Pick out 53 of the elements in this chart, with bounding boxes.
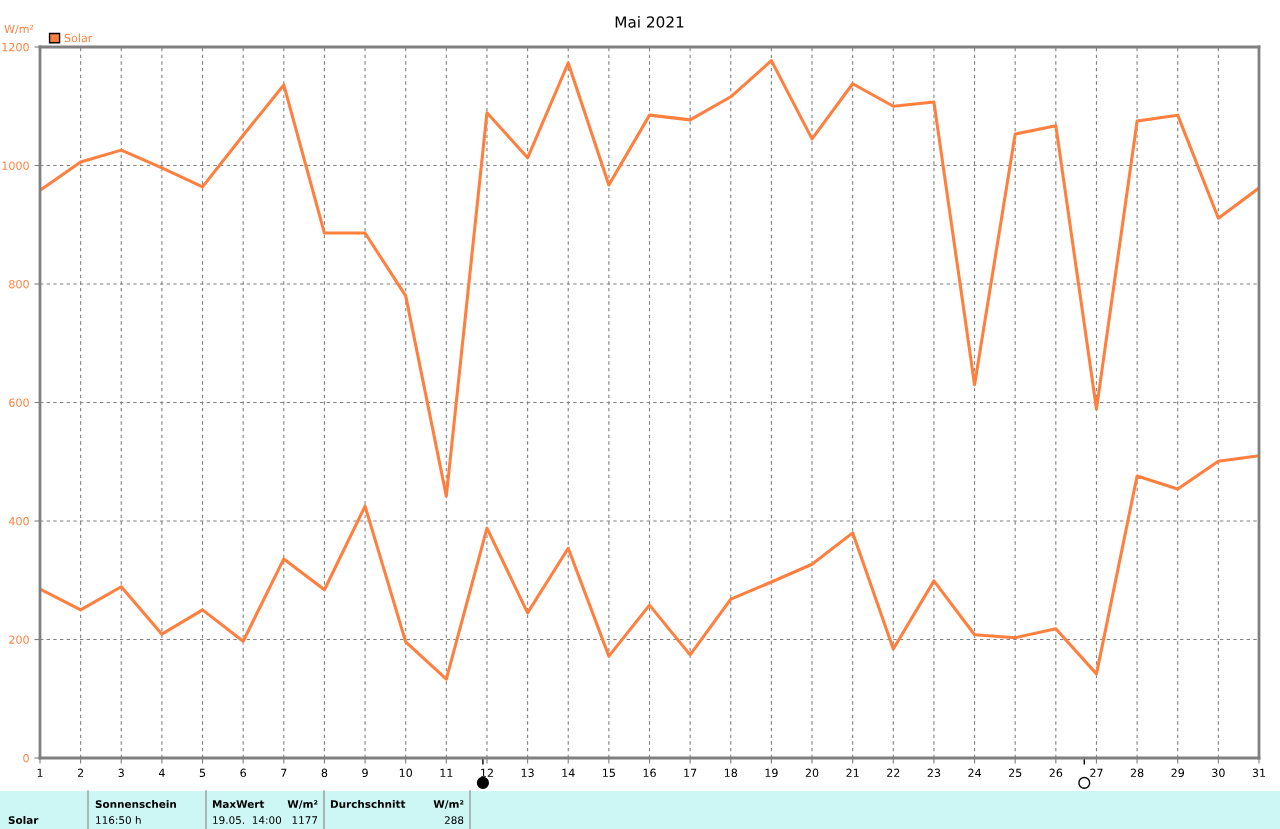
text: 288 (444, 816, 464, 825)
x-tick-label: 22 (887, 768, 900, 777)
x-tick-label: 12 (481, 768, 493, 777)
text: Durchschnitt (330, 799, 406, 809)
x-tick-label: 3 (118, 768, 124, 778)
x-tick-label: 9 (362, 768, 368, 778)
text: 1177 (292, 816, 318, 824)
line-series (40, 59, 1259, 498)
text: Sonnenschein (95, 799, 176, 809)
y-tick-label: 0 (23, 753, 29, 763)
x-tick-label: 11 (440, 768, 453, 777)
x-tick-label: 20 (805, 768, 819, 778)
x-tick-label: 29 (1171, 768, 1185, 778)
x-tick-label: 7 (281, 768, 287, 777)
legend-label: Solar (64, 33, 93, 43)
text: Solar (8, 815, 39, 825)
y-tick-label: 200 (9, 635, 29, 644)
x-tick-label: 21 (846, 768, 859, 777)
x-tick-label: 6 (240, 768, 246, 778)
x-tick-label: 23 (927, 768, 941, 778)
x-tick-label: 26 (1049, 768, 1063, 778)
x-tick-label: 14 (562, 768, 575, 777)
y-tick-label: 400 (8, 516, 29, 526)
y-tick-label: 1000 (2, 161, 29, 170)
x-tick-label: 17 (684, 768, 697, 777)
text: 19.05. 14:00 (213, 816, 282, 825)
x-tick-label: 4 (158, 768, 165, 777)
text: W/m² (287, 800, 318, 809)
x-tick-label: 13 (521, 768, 534, 778)
x-tick-label: 18 (724, 768, 738, 778)
y-axis-title: W/m² (4, 24, 34, 35)
x-tick-label: 2 (77, 768, 84, 777)
y-tick-label: 600 (9, 398, 29, 407)
y-tick-label: 800 (9, 279, 29, 289)
text: W/m² (433, 800, 464, 809)
x-tick-label: 16 (643, 768, 656, 778)
chart-title: Mai 2021 (615, 15, 684, 28)
x-tick-label: 1 (37, 768, 43, 777)
x-tick-label: 24 (968, 768, 982, 777)
x-tick-label: 28 (1130, 768, 1144, 778)
x-tick-label: 8 (321, 768, 328, 778)
x-tick-label: 31 (1252, 768, 1266, 778)
x-tick-label: 10 (399, 768, 413, 778)
x-tick-label: 27 (1090, 768, 1103, 777)
x-tick-label: 15 (603, 768, 615, 778)
x-tick-label: 30 (1212, 768, 1225, 778)
y-tick-label: 1200 (2, 42, 29, 52)
x-tick-label: 5 (199, 768, 206, 778)
x-tick-label: 25 (1008, 768, 1022, 778)
line-series (40, 454, 1259, 681)
text: 116:50 h (96, 815, 141, 825)
text: MaxWert (212, 800, 265, 809)
x-tick-label: 19 (765, 768, 778, 778)
